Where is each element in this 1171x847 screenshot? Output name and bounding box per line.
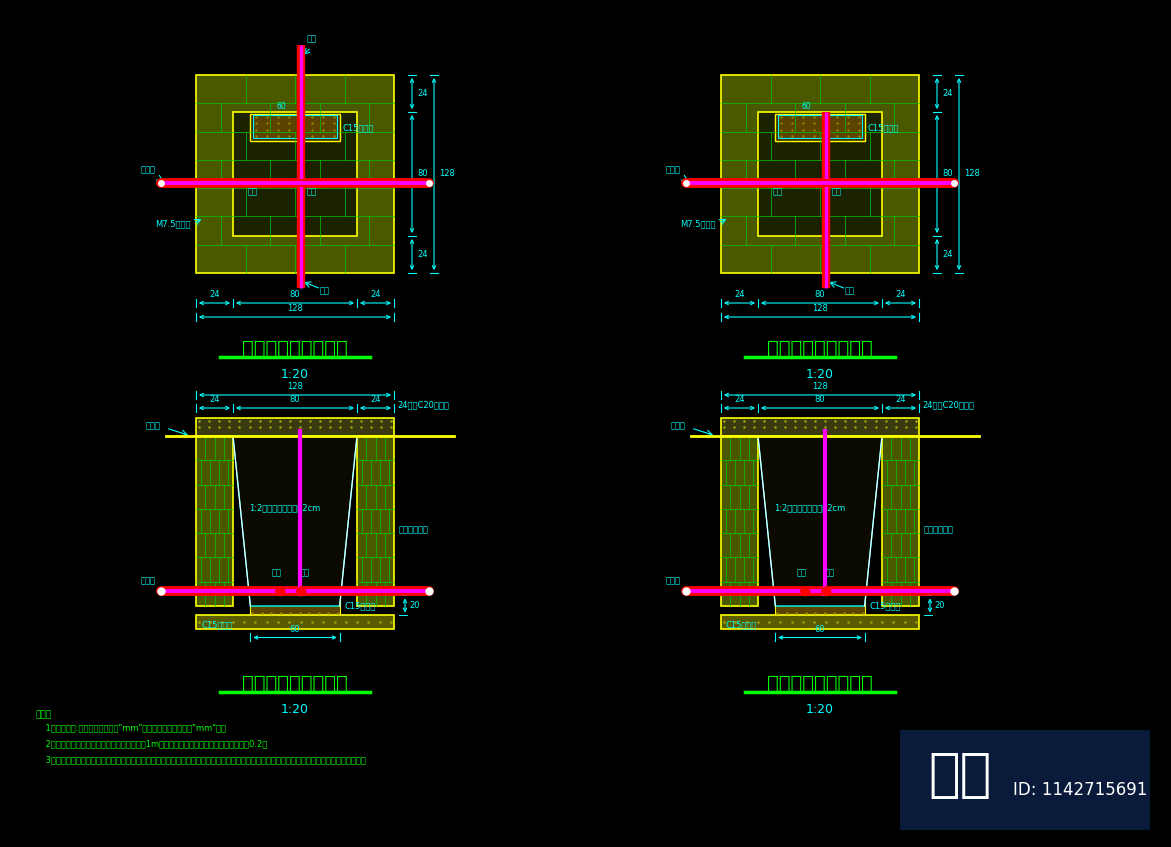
Text: 支管: 支管 (844, 286, 854, 295)
Text: 三通: 三通 (773, 188, 783, 197)
Text: 128: 128 (287, 304, 303, 313)
Text: 24: 24 (370, 395, 381, 404)
Text: 分干管: 分干管 (141, 577, 156, 585)
Text: 知末: 知末 (929, 749, 992, 801)
Text: 60: 60 (289, 624, 300, 634)
Bar (721, 75, 919, 273)
Bar (251, 595, 340, 616)
Text: 128: 128 (439, 169, 454, 179)
Text: 20: 20 (409, 601, 419, 610)
Text: 24: 24 (896, 395, 905, 404)
Text: 支管: 支管 (306, 34, 316, 43)
Text: 支管: 支管 (272, 568, 281, 577)
Text: 闸阀: 闸阀 (831, 188, 841, 197)
Text: 1:20: 1:20 (281, 703, 309, 716)
Text: 地面线: 地面线 (671, 422, 686, 430)
Text: C15砼支墩: C15砼支墩 (344, 601, 376, 610)
Bar (778, 115, 862, 138)
Text: 80: 80 (417, 169, 427, 179)
Text: 80: 80 (815, 395, 826, 404)
Text: M7.5浆砌砖: M7.5浆砌砖 (156, 219, 191, 228)
Text: 闸阀: 闸阀 (300, 568, 310, 577)
Bar (233, 112, 357, 236)
Text: 128: 128 (287, 382, 303, 391)
Text: C15砼基础: C15砼基础 (726, 620, 758, 629)
Text: 1:20: 1:20 (806, 703, 834, 716)
Text: 支管: 支管 (320, 286, 329, 295)
Text: 60: 60 (802, 102, 812, 111)
Text: 128: 128 (812, 304, 828, 313)
Text: 3、管道转弯处、三通位置及管道起始均需设置基础，箱槽管道首端均需设置闸阀井，管道尾端设置堵头排水，主干管和分干管末端设置泄水阀。: 3、管道转弯处、三通位置及管道起始均需设置基础，箱槽管道首端均需设置闸阀井，管道… (35, 755, 365, 764)
Text: 24: 24 (370, 290, 381, 299)
Text: 128: 128 (812, 382, 828, 391)
Bar (721, 616, 919, 629)
Text: 三通: 三通 (248, 188, 258, 197)
Text: C15砼支墩: C15砼支墩 (343, 123, 374, 132)
Text: 24: 24 (896, 290, 905, 299)
Bar (253, 115, 337, 138)
Bar (758, 112, 882, 236)
Text: 24: 24 (210, 290, 220, 299)
Text: 地面线: 地面线 (146, 422, 160, 430)
Text: 说明：: 说明： (35, 710, 52, 719)
Text: 20: 20 (934, 601, 945, 610)
Bar (721, 418, 919, 436)
Text: 闸阀井（三）平面图: 闸阀井（三）平面图 (767, 339, 872, 357)
Text: 1、图中尺寸:管径、钢筋规格以"mm"计，其余除注明外均以"mm"计。: 1、图中尺寸:管径、钢筋规格以"mm"计，其余除注明外均以"mm"计。 (35, 723, 226, 732)
Text: 水泥砂浆填充: 水泥砂浆填充 (924, 525, 954, 534)
Bar (196, 616, 393, 629)
Text: 闸阀井（二）平面图: 闸阀井（二）平面图 (242, 339, 348, 357)
Bar (196, 418, 393, 436)
Bar (196, 436, 233, 606)
Text: 1:20: 1:20 (806, 368, 834, 381)
Text: 24: 24 (734, 290, 745, 299)
Text: ID: 1142715691: ID: 1142715691 (1013, 781, 1148, 799)
Text: 2、管道穿过连接时管顶距地面的距离不小于1m，穿过马路时距离顶混凝土的净距不小于0.2。: 2、管道穿过连接时管顶距地面的距离不小于1m，穿过马路时距离顶混凝土的净距不小于… (35, 739, 267, 748)
Text: 24: 24 (210, 395, 220, 404)
Text: 24: 24 (941, 89, 952, 98)
Text: 闸阀: 闸阀 (824, 568, 835, 577)
Text: C15砼支墩: C15砼支墩 (870, 601, 900, 610)
Text: 60: 60 (815, 624, 826, 634)
Text: M7.5浆砌砖: M7.5浆砌砖 (680, 219, 715, 228)
Text: 1:2水泥砂浆抹面，厚2cm: 1:2水泥砂浆抹面，厚2cm (249, 503, 321, 512)
Text: 1:20: 1:20 (281, 368, 309, 381)
Text: 24预制C20砼盖板: 24预制C20砼盖板 (397, 401, 448, 409)
Bar (900, 730, 1150, 830)
Bar (775, 114, 864, 141)
Text: 128: 128 (964, 169, 980, 179)
Text: 闸阀: 闸阀 (306, 188, 316, 197)
Text: 24: 24 (734, 395, 745, 404)
Text: C15砼支墩: C15砼支墩 (868, 123, 899, 132)
Text: 分干管: 分干管 (666, 577, 682, 585)
Text: 分干管: 分干管 (141, 166, 156, 174)
Text: 闸阀井（三）剖面图: 闸阀井（三）剖面图 (767, 673, 872, 693)
Text: 24预制C20砼盖板: 24预制C20砼盖板 (922, 401, 974, 409)
Bar (775, 595, 864, 616)
Polygon shape (233, 436, 357, 606)
Text: 80: 80 (941, 169, 953, 179)
Text: 24: 24 (941, 250, 952, 259)
Bar (882, 436, 919, 606)
Polygon shape (758, 436, 882, 606)
Text: 1:2水泥砂浆抹面，厚2cm: 1:2水泥砂浆抹面，厚2cm (774, 503, 845, 512)
Text: 24: 24 (417, 250, 427, 259)
Text: 24: 24 (417, 89, 427, 98)
Text: 水泥砂浆填充: 水泥砂浆填充 (399, 525, 429, 534)
Bar (357, 436, 393, 606)
Text: 分干管: 分干管 (666, 166, 682, 174)
Text: 支管: 支管 (796, 568, 807, 577)
Text: 80: 80 (289, 395, 300, 404)
Text: 闸阀井（二）剖面图: 闸阀井（二）剖面图 (242, 673, 348, 693)
Text: 80: 80 (815, 290, 826, 299)
Bar (196, 75, 393, 273)
Text: C15砼基础: C15砼基础 (201, 620, 232, 629)
Bar (721, 436, 758, 606)
Bar (251, 114, 340, 141)
Text: 60: 60 (276, 102, 287, 111)
Text: 80: 80 (289, 290, 300, 299)
